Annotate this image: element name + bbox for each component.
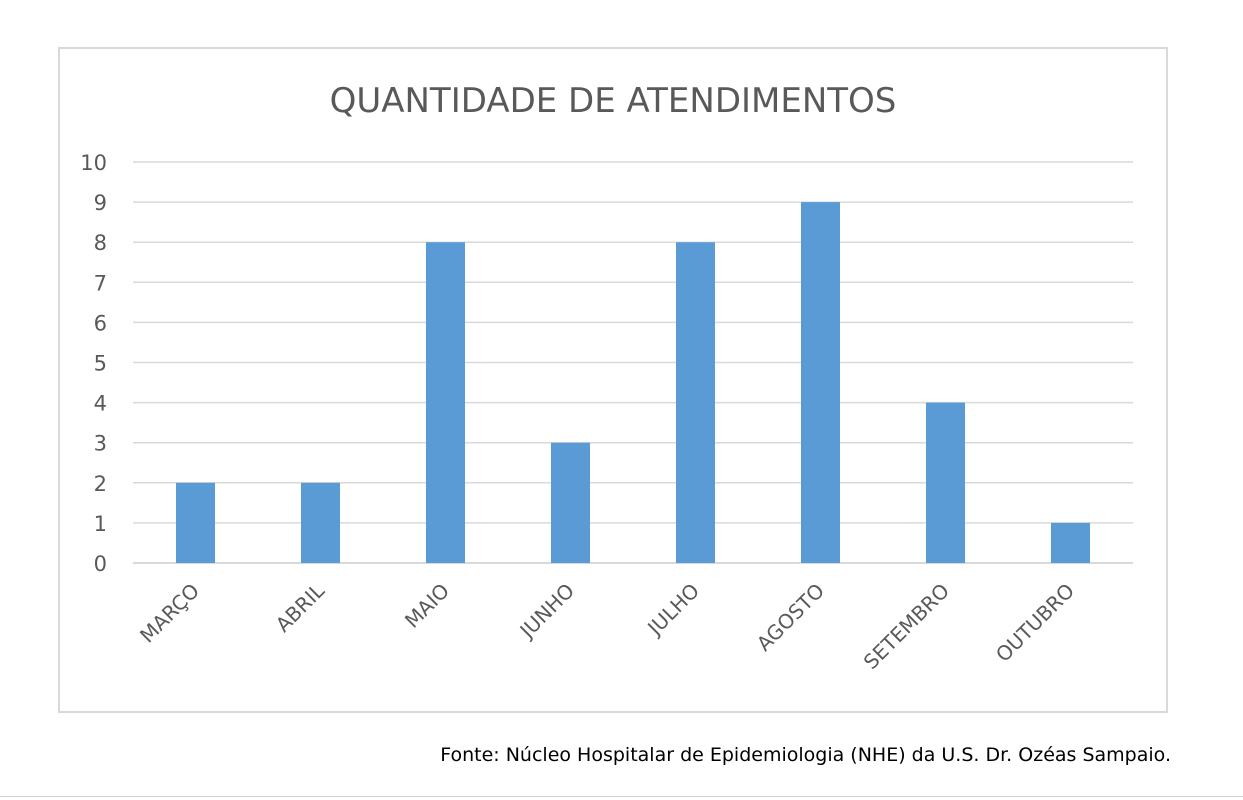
x-category-label: JULHO [641, 579, 704, 642]
y-tick-label: 5 [94, 352, 107, 376]
x-category-label: SETEMBRO [859, 579, 954, 674]
y-tick-label: 6 [94, 311, 107, 335]
y-tick-label: 3 [94, 432, 107, 456]
chart-frame [58, 47, 1168, 713]
y-tick-label: 10 [80, 151, 107, 175]
y-tick-label: 8 [94, 231, 107, 255]
bar [301, 482, 340, 563]
bar [801, 202, 840, 563]
y-tick-label: 9 [94, 191, 107, 215]
y-tick-label: 0 [94, 552, 107, 576]
bar [926, 402, 965, 563]
gridlines [133, 161, 1133, 564]
chart-title: QUANTIDADE DE ATENDIMENTOS [330, 81, 897, 121]
divider [0, 796, 1243, 797]
y-tick-label: 7 [94, 271, 107, 295]
y-tick-label: 1 [94, 512, 107, 536]
bar [676, 242, 715, 563]
y-axis-ticks: 0 1 2 3 4 5 6 7 8 9 10 [80, 151, 107, 576]
x-axis-categories: MARÇO ABRIL MAIO JUNHO JULHO AGOSTO SETEMBRO OU… [135, 578, 1079, 674]
bar [426, 242, 465, 563]
x-category-label: MARÇO [135, 579, 204, 648]
bar [1051, 522, 1090, 563]
y-tick-label: 2 [94, 472, 107, 496]
x-category-label: MAIO [400, 579, 454, 633]
x-category-label: OUTUBRO [991, 579, 1079, 667]
source-note: Fonte: Núcleo Hospitalar de Epidemiologi… [440, 744, 1171, 766]
bar [176, 482, 215, 563]
y-tick-label: 4 [94, 392, 107, 416]
x-category-label: JUNHO [514, 579, 579, 644]
bars [176, 202, 1090, 563]
x-category-label: ABRIL [271, 578, 330, 637]
bar [551, 442, 590, 563]
x-category-label: AGOSTO [752, 579, 829, 656]
